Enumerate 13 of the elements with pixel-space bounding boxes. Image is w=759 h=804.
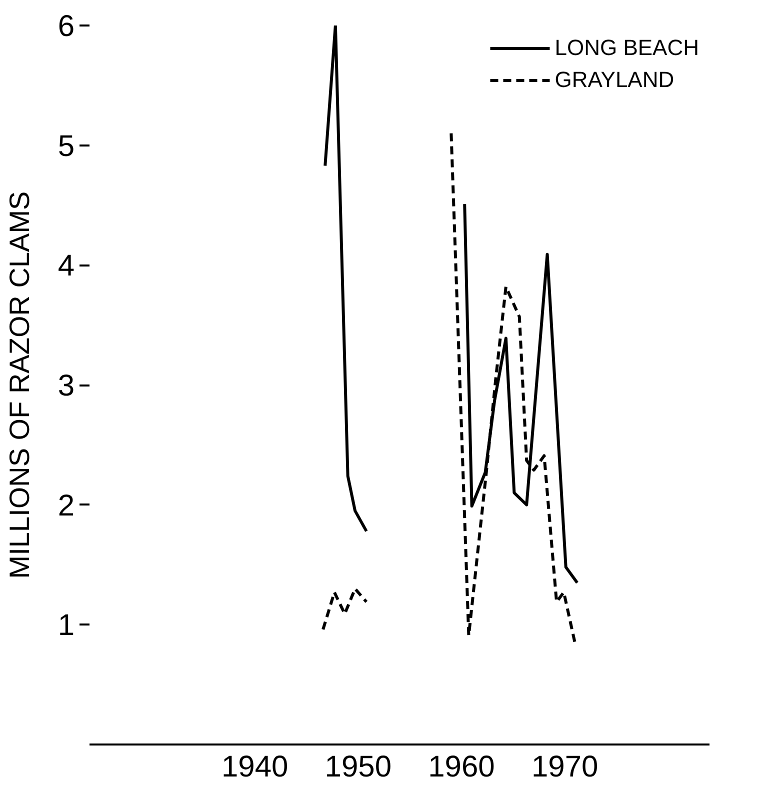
y-tick-label: 3 — [58, 370, 75, 402]
y-tick-label: 5 — [58, 130, 75, 163]
y-axis-title: MILLIONS OF RAZOR CLAMS — [4, 191, 35, 579]
y-tick-label: 6 — [58, 10, 75, 43]
legend-label: GRAYLAND — [554, 67, 674, 93]
y-tick-label: 1 — [58, 609, 75, 642]
legend-label: LONG BEACH — [554, 35, 699, 61]
x-tick-label: 1970 — [531, 750, 598, 784]
x-tick-label: 1950 — [324, 750, 392, 784]
y-tick-label: 4 — [58, 250, 75, 283]
x-tick-label: 1940 — [221, 750, 288, 784]
y-tick-label: 2 — [58, 489, 75, 522]
x-tick-label: 1960 — [428, 750, 495, 784]
